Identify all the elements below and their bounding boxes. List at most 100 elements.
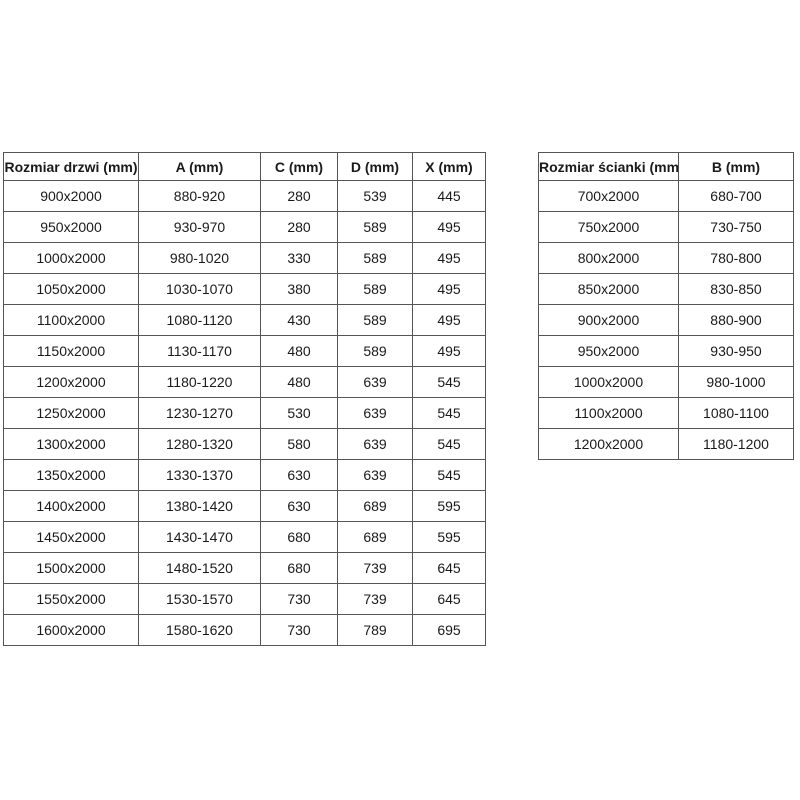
table-row: 900x2000 880-900 xyxy=(538,304,794,336)
table-cell: 689 xyxy=(337,521,413,553)
table-cell: 495 xyxy=(412,335,486,367)
table-cell: 480 xyxy=(260,335,338,367)
table-cell: 639 xyxy=(337,459,413,491)
table-cell: 680-700 xyxy=(678,180,794,212)
table-cell: 639 xyxy=(337,428,413,460)
table-cell: 1030-1070 xyxy=(138,273,261,305)
table-cell: 1150x2000 xyxy=(3,335,139,367)
table-cell: 330 xyxy=(260,242,338,274)
table-cell: 1250x2000 xyxy=(3,397,139,429)
table-cell: 1380-1420 xyxy=(138,490,261,522)
table-cell: 930-970 xyxy=(138,211,261,243)
table-cell: 630 xyxy=(260,490,338,522)
table-cell: 900x2000 xyxy=(3,180,139,212)
table-cell: 1200x2000 xyxy=(538,428,679,460)
table-row: 750x2000 730-750 xyxy=(538,211,794,243)
table-cell: 639 xyxy=(337,366,413,398)
table-cell: 545 xyxy=(412,397,486,429)
header-row: Rozmiar ścianki (mm) B (mm) xyxy=(538,152,794,181)
column-header: D (mm) xyxy=(337,152,413,181)
table-cell: 1230-1270 xyxy=(138,397,261,429)
table-cell: 545 xyxy=(412,459,486,491)
table-cell: 495 xyxy=(412,273,486,305)
table-cell: 630 xyxy=(260,459,338,491)
table-row: 950x2000 930-950 xyxy=(538,335,794,367)
table-cell: 1600x2000 xyxy=(3,614,139,646)
column-header: B (mm) xyxy=(678,152,794,181)
table-row: 1000x2000 980-1000 xyxy=(538,366,794,398)
table-cell: 1000x2000 xyxy=(538,366,679,398)
table-cell: 730-750 xyxy=(678,211,794,243)
table-cell: 1000x2000 xyxy=(3,242,139,274)
table-cell: 1080-1120 xyxy=(138,304,261,336)
table-cell: 645 xyxy=(412,552,486,584)
table-cell: 1550x2000 xyxy=(3,583,139,615)
table-row: 1500x2000 1480-1520 680 739 645 xyxy=(3,552,486,584)
table-cell: 280 xyxy=(260,211,338,243)
table-cell: 1130-1170 xyxy=(138,335,261,367)
table-row: 1150x2000 1130-1170 480 589 495 xyxy=(3,335,486,367)
table-cell: 980-1000 xyxy=(678,366,794,398)
table-row: 850x2000 830-850 xyxy=(538,273,794,305)
table-cell: 695 xyxy=(412,614,486,646)
table-cell: 1530-1570 xyxy=(138,583,261,615)
table-cell: 495 xyxy=(412,304,486,336)
table-cell: 830-850 xyxy=(678,273,794,305)
table-cell: 739 xyxy=(337,552,413,584)
table-cell: 445 xyxy=(412,180,486,212)
table-cell: 495 xyxy=(412,242,486,274)
table-cell: 1100x2000 xyxy=(3,304,139,336)
table-cell: 495 xyxy=(412,211,486,243)
table-cell: 380 xyxy=(260,273,338,305)
table-cell: 589 xyxy=(337,273,413,305)
column-header: X (mm) xyxy=(412,152,486,181)
column-header: A (mm) xyxy=(138,152,261,181)
table-cell: 589 xyxy=(337,242,413,274)
table-row: 1600x2000 1580-1620 730 789 695 xyxy=(3,614,486,646)
table-cell: 680 xyxy=(260,552,338,584)
table-cell: 1180-1200 xyxy=(678,428,794,460)
table-cell: 980-1020 xyxy=(138,242,261,274)
table-row: 1550x2000 1530-1570 730 739 645 xyxy=(3,583,486,615)
table-row: 950x2000 930-970 280 589 495 xyxy=(3,211,486,243)
table-cell: 589 xyxy=(337,304,413,336)
table-cell: 880-900 xyxy=(678,304,794,336)
table-cell: 1200x2000 xyxy=(3,366,139,398)
table-cell: 280 xyxy=(260,180,338,212)
table-cell: 680 xyxy=(260,521,338,553)
table-cell: 589 xyxy=(337,211,413,243)
table-cell: 689 xyxy=(337,490,413,522)
table-cell: 930-950 xyxy=(678,335,794,367)
table-cell: 789 xyxy=(337,614,413,646)
table-cell: 700x2000 xyxy=(538,180,679,212)
table-cell: 480 xyxy=(260,366,338,398)
table-row: 1300x2000 1280-1320 580 639 545 xyxy=(3,428,486,460)
table-cell: 1480-1520 xyxy=(138,552,261,584)
table-row: 1000x2000 980-1020 330 589 495 xyxy=(3,242,486,274)
table-row: 900x2000 880-920 280 539 445 xyxy=(3,180,486,212)
header-row: Rozmiar drzwi (mm) A (mm) C (mm) D (mm) X (m… xyxy=(3,152,486,181)
table-cell: 780-800 xyxy=(678,242,794,274)
table-row: 1400x2000 1380-1420 630 689 595 xyxy=(3,490,486,522)
table-cell: 589 xyxy=(337,335,413,367)
table-cell: 545 xyxy=(412,428,486,460)
table-cell: 580 xyxy=(260,428,338,460)
table-cell: 1500x2000 xyxy=(3,552,139,584)
table-row: 800x2000 780-800 xyxy=(538,242,794,274)
table-cell: 950x2000 xyxy=(3,211,139,243)
table-cell: 1080-1100 xyxy=(678,397,794,429)
table-cell: 880-920 xyxy=(138,180,261,212)
table-row: 1100x2000 1080-1120 430 589 495 xyxy=(3,304,486,336)
table-cell: 1300x2000 xyxy=(3,428,139,460)
table-cell: 1330-1370 xyxy=(138,459,261,491)
column-header: Rozmiar drzwi (mm) xyxy=(3,152,139,181)
table-row: 1250x2000 1230-1270 530 639 545 xyxy=(3,397,486,429)
table-cell: 539 xyxy=(337,180,413,212)
table-cell: 645 xyxy=(412,583,486,615)
table-cell: 1280-1320 xyxy=(138,428,261,460)
table-cell: 730 xyxy=(260,614,338,646)
table-row: 1050x2000 1030-1070 380 589 495 xyxy=(3,273,486,305)
wall-panel-size-table: Rozmiar ścianki (mm) B (mm) 700x2000 680-70… xyxy=(538,152,794,460)
table-cell: 639 xyxy=(337,397,413,429)
